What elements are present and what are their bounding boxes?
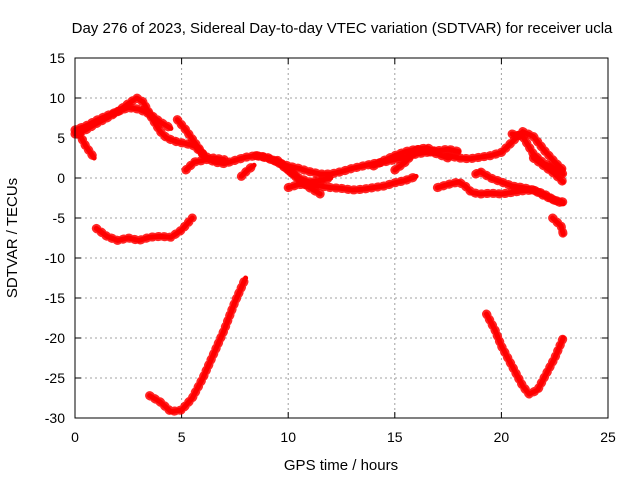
y-axis-label: SDTVAR / TECUs	[4, 178, 21, 298]
series-markers-t13	[390, 143, 442, 175]
grid-lines	[75, 58, 608, 418]
series-markers-t11	[273, 155, 325, 199]
y-tick-label: 10	[49, 90, 65, 106]
series-markers-t2	[70, 103, 176, 135]
series-markers-t5	[172, 115, 208, 159]
series-markers-t16	[471, 167, 568, 209]
x-tick-label: 15	[387, 429, 403, 445]
y-tick-label: -20	[45, 330, 65, 346]
y-tick-label: 5	[57, 130, 65, 146]
series-markers-t7	[236, 160, 259, 181]
series-markers-t18	[528, 153, 568, 187]
series-markers-t3	[74, 129, 99, 163]
x-axis-label: GPS time / hours	[284, 457, 398, 474]
x-tick-label: 25	[600, 429, 616, 445]
plot-frame	[74, 57, 609, 419]
y-tick-label: -10	[45, 250, 65, 266]
y-tick-label: -25	[45, 370, 65, 386]
x-tick-label: 0	[71, 429, 79, 445]
series-markers-t19	[548, 213, 568, 239]
chart-title: Day 276 of 2023, Sidereal Day-to-day VTE…	[72, 20, 613, 37]
series-markers-t8	[145, 273, 251, 417]
x-tick-label: 5	[178, 429, 186, 445]
x-tick-label: 10	[280, 429, 296, 445]
x-tick-label: 20	[494, 429, 510, 445]
y-tick-label: -5	[53, 210, 66, 226]
y-tick-label: 15	[49, 50, 65, 66]
series-markers-t14	[443, 127, 568, 175]
y-tick-label: 0	[57, 170, 65, 186]
series-markers-t4	[91, 213, 197, 245]
y-tick-label: -30	[45, 410, 65, 426]
y-tick-label: -15	[45, 290, 65, 306]
plot-area	[70, 93, 568, 417]
series-markers-t6	[181, 153, 229, 175]
series-markers-t20	[482, 309, 568, 399]
